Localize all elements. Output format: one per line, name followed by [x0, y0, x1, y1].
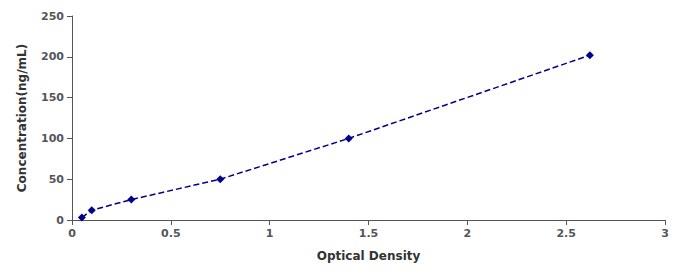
svg-text:1: 1: [266, 227, 274, 240]
svg-text:50: 50: [49, 173, 65, 186]
svg-text:100: 100: [41, 132, 64, 145]
svg-text:0: 0: [56, 214, 64, 227]
svg-text:Optical Density: Optical Density: [317, 249, 421, 263]
svg-text:3: 3: [661, 227, 669, 240]
svg-text:200: 200: [41, 50, 64, 63]
svg-text:Concentration(ng/mL): Concentration(ng/mL): [15, 44, 29, 192]
svg-text:250: 250: [41, 10, 64, 23]
svg-text:150: 150: [41, 91, 64, 104]
svg-text:1.5: 1.5: [359, 227, 379, 240]
svg-text:0: 0: [68, 227, 76, 240]
svg-text:2.5: 2.5: [556, 227, 576, 240]
svg-text:2: 2: [464, 227, 472, 240]
svg-text:0.5: 0.5: [161, 227, 181, 240]
